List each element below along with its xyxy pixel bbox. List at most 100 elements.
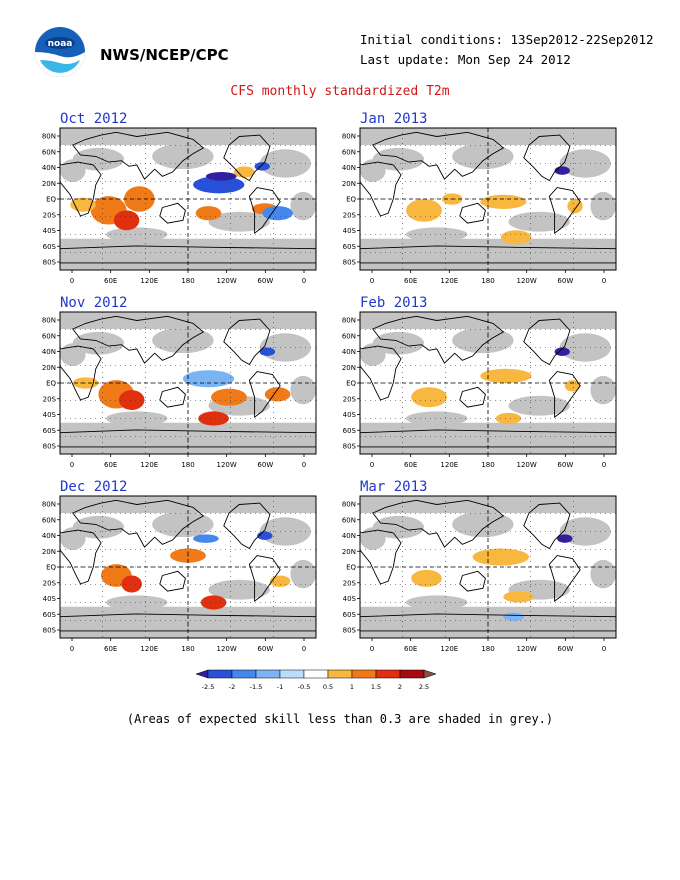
- lon-tick-label: 60E: [404, 461, 417, 469]
- colorbar-swatch: [399, 669, 425, 679]
- lon-tick-label: 0: [302, 645, 306, 653]
- colorbar-swatch: [375, 669, 401, 679]
- lat-tick-label: 20N: [342, 364, 356, 372]
- lon-tick-label: 60E: [104, 277, 117, 285]
- map-feb-2013: 80N 60N 40N 20N EQ 20S 40S 60S 80S 0 60E 120E 180 120…: [342, 311, 617, 469]
- colorbar-swatch: [351, 669, 377, 679]
- panel-title-oct-2012: Oct 2012: [60, 111, 128, 127]
- lat-tick-label: 60S: [343, 611, 357, 619]
- lat-tick-label: 20N: [42, 548, 56, 556]
- map-nov-2012: 80N 60N 40N 20N EQ 20S 40S 60S 80S 0 60E 120E 180 120…: [42, 311, 317, 469]
- skill-footnote: (Areas of expected skill less than 0.3 a…: [126, 712, 554, 726]
- lat-tick-label: 80S: [43, 443, 57, 451]
- lon-tick-label: 120E: [440, 461, 458, 469]
- lon-tick-label: 60W: [557, 277, 573, 285]
- lat-tick-label: 40S: [343, 595, 357, 603]
- last-update: Last update: Mon Sep 24 2012: [360, 52, 571, 67]
- lon-tick-label: 0: [70, 645, 74, 653]
- lon-tick-label: 60W: [557, 461, 573, 469]
- lat-tick-label: 60N: [42, 516, 56, 524]
- map-dec-2012: 80N 60N 40N 20N EQ 20S 40S 60S 80S 0 60E 120E 180 120…: [42, 495, 317, 653]
- lon-tick-label: 120W: [517, 645, 537, 653]
- lat-tick-label: 40S: [343, 411, 357, 419]
- colorbar-swatch: [327, 669, 353, 679]
- lat-tick-label: 80N: [42, 317, 56, 325]
- lat-tick-label: 60N: [342, 148, 356, 156]
- lon-tick-label: 60W: [257, 645, 273, 653]
- lat-tick-label: 20N: [342, 180, 356, 188]
- lon-tick-label: 180: [481, 461, 494, 469]
- lon-tick-label: 0: [70, 277, 74, 285]
- lat-tick-label: 80S: [43, 259, 57, 267]
- initial-conditions: Initial conditions: 13Sep2012-22Sep2012: [360, 32, 654, 47]
- panel-title-nov-2012: Nov 2012: [60, 295, 128, 311]
- colorbar-label: -2: [229, 683, 235, 691]
- colorbar: -2.5 -2 -1.5 -1 -0.5 0.5 1 1.5 2 2.5: [196, 669, 437, 691]
- colorbar-label: -2.5: [202, 683, 215, 691]
- lon-tick-label: 60E: [404, 645, 417, 653]
- lon-tick-label: 60E: [104, 645, 117, 653]
- panel-title-feb-2013: Feb 2013: [360, 295, 428, 311]
- lat-tick-label: 20N: [342, 548, 356, 556]
- lat-tick-label: 60N: [42, 332, 56, 340]
- lon-tick-label: 180: [181, 645, 194, 653]
- lon-tick-label: 0: [370, 277, 374, 285]
- lat-tick-label: EQ: [46, 564, 56, 572]
- forecast-maps: 80N 60N 40N 20N EQ 20S 40S 60S 80S 0 60E 120E 180 120…: [42, 127, 617, 653]
- lat-tick-label: 60N: [342, 516, 356, 524]
- lon-tick-label: 180: [181, 277, 194, 285]
- map-jan-2013: 80N 60N 40N 20N EQ 20S 40S 60S 80S 0 60E 120E 180 120…: [342, 127, 617, 285]
- colorbar-label: -1: [277, 683, 283, 691]
- lon-tick-label: 180: [181, 461, 194, 469]
- map-oct-2012: 80N 60N 40N 20N EQ 20S 40S 60S 80S 0 60E 120E 180 120…: [42, 127, 317, 285]
- lat-tick-label: 40S: [43, 411, 57, 419]
- colorbar-swatch: [207, 669, 233, 679]
- colorbar-label: -0.5: [298, 683, 311, 691]
- lon-tick-label: 0: [602, 461, 606, 469]
- colorbar-label: 1: [350, 683, 354, 691]
- lat-tick-label: 20S: [343, 211, 357, 219]
- lat-tick-label: 60S: [343, 427, 357, 435]
- lon-tick-label: 120W: [517, 277, 537, 285]
- lon-tick-label: 120W: [517, 461, 537, 469]
- lat-tick-label: 20S: [43, 579, 57, 587]
- panel-title-mar-2013: Mar 2013: [360, 479, 428, 495]
- page-title: CFS monthly standardized T2m: [230, 84, 450, 99]
- colorbar-swatch: [231, 669, 257, 679]
- colorbar-label: 1.5: [371, 683, 381, 691]
- panel-title-dec-2012: Dec 2012: [60, 479, 128, 495]
- panel-title-jan-2013: Jan 2013: [360, 111, 428, 127]
- svg-text:noaa: noaa: [48, 39, 73, 49]
- noaa-logo-icon: noaa: [35, 27, 85, 77]
- lon-tick-label: 120E: [440, 277, 458, 285]
- lat-tick-label: 80N: [342, 501, 356, 509]
- lat-tick-label: 60S: [343, 243, 357, 251]
- lat-tick-label: 40N: [342, 348, 356, 356]
- lat-tick-label: 60S: [43, 427, 57, 435]
- lat-tick-label: 20S: [43, 395, 57, 403]
- lat-tick-label: EQ: [346, 380, 356, 388]
- colorbar-swatch: [423, 669, 437, 679]
- lat-tick-label: 60N: [42, 148, 56, 156]
- lon-tick-label: 60E: [104, 461, 117, 469]
- map-mar-2013: 80N 60N 40N 20N EQ 20S 40S 60S 80S 0 60E 120E 180 120…: [342, 495, 617, 653]
- lat-tick-label: 80S: [343, 627, 357, 635]
- lon-tick-label: 120E: [140, 277, 158, 285]
- lat-tick-label: EQ: [46, 196, 56, 204]
- lat-tick-label: 40S: [43, 595, 57, 603]
- lon-tick-label: 0: [602, 645, 606, 653]
- colorbar-swatch: [279, 669, 305, 679]
- lon-tick-label: 0: [602, 277, 606, 285]
- lat-tick-label: 40N: [342, 164, 356, 172]
- lat-tick-label: 20S: [343, 395, 357, 403]
- lon-tick-label: 180: [481, 277, 494, 285]
- lat-tick-label: 60N: [342, 332, 356, 340]
- lon-tick-label: 120W: [217, 461, 237, 469]
- lon-tick-label: 120W: [217, 277, 237, 285]
- lat-tick-label: 20N: [42, 364, 56, 372]
- agency-name: NWS/NCEP/CPC: [100, 46, 229, 64]
- lat-tick-label: 40N: [42, 532, 56, 540]
- lat-tick-label: EQ: [46, 380, 56, 388]
- lon-tick-label: 0: [370, 645, 374, 653]
- lon-tick-label: 0: [302, 277, 306, 285]
